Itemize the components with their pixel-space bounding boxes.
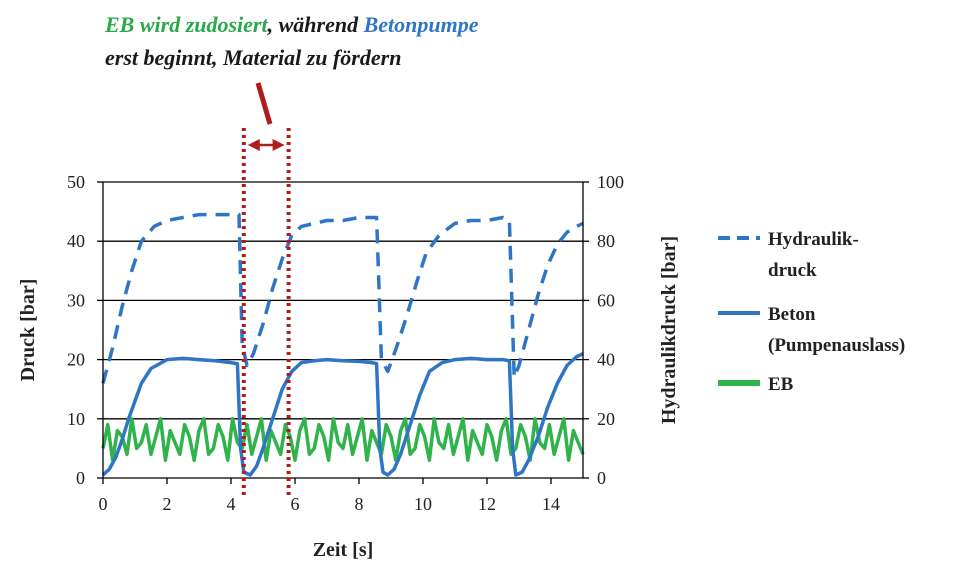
- y-axis-right-title: Hydraulikdruck [bar]: [658, 236, 680, 424]
- interval-arrowhead-right: [272, 139, 285, 151]
- annotation-line-1: EB wird zudosiert, während Betonpumpe: [104, 12, 479, 37]
- legend-label-hydraulikdruck-1: Hydraulik-: [768, 229, 859, 250]
- annotation-line-2: erst beginnt, Material zu fördern: [105, 45, 401, 70]
- y-right-tick-label: 40: [597, 350, 615, 370]
- y-right-tick-label: 60: [597, 290, 615, 310]
- y-tick-label: 30: [67, 290, 85, 310]
- annotation-segment: Betonpumpe: [363, 12, 479, 37]
- y-tick-label: 0: [76, 468, 85, 488]
- y-right-tick-label: 80: [597, 231, 615, 251]
- x-axis-title: Zeit [s]: [313, 539, 374, 561]
- x-tick-label: 10: [414, 494, 432, 514]
- annotation-segment: , während: [267, 12, 364, 37]
- y-right-tick-label: 20: [597, 409, 615, 429]
- x-tick-label: 4: [227, 494, 236, 514]
- x-tick-label: 8: [355, 494, 364, 514]
- y-right-tick-label: 100: [597, 172, 624, 192]
- interval-markers: [241, 128, 291, 495]
- y-axis-title: Druck [bar]: [17, 279, 39, 382]
- legend-label-beton-1: Beton: [768, 304, 816, 325]
- series-beton-pumpenauslass: [101, 352, 584, 477]
- x-tick-label: 2: [163, 494, 172, 514]
- legend-label-eb: EB: [768, 374, 794, 395]
- y-tick-label: 20: [67, 350, 85, 370]
- x-tick-label: 0: [99, 494, 108, 514]
- legend: Hydraulik- druck Beton (Pumpenauslass) E…: [718, 229, 905, 395]
- y-tick-label: 10: [67, 409, 85, 429]
- y-right-tick-label: 0: [597, 468, 606, 488]
- interval-arrowhead-left: [247, 139, 260, 151]
- x-tick-label: 6: [291, 494, 300, 514]
- legend-label-beton-2: (Pumpenauslass): [768, 335, 905, 356]
- annotation-segment: EB wird zudosiert: [104, 12, 268, 37]
- legend-label-hydraulikdruck-2: druck: [768, 260, 817, 281]
- series-hydraulikdruck: [101, 212, 584, 384]
- axes: 0 2 4 6 8 10 12 14 0 10 20 30 40 50 0 20 40 60 80 100: [67, 172, 624, 514]
- x-tick-label: 14: [542, 494, 560, 514]
- annotation-pointer: [255, 82, 273, 125]
- y-tick-label: 50: [67, 172, 85, 192]
- y-tick-label: 40: [67, 231, 85, 251]
- x-tick-label: 12: [478, 494, 496, 514]
- plot-area: [101, 212, 585, 477]
- series-eb: [101, 417, 585, 462]
